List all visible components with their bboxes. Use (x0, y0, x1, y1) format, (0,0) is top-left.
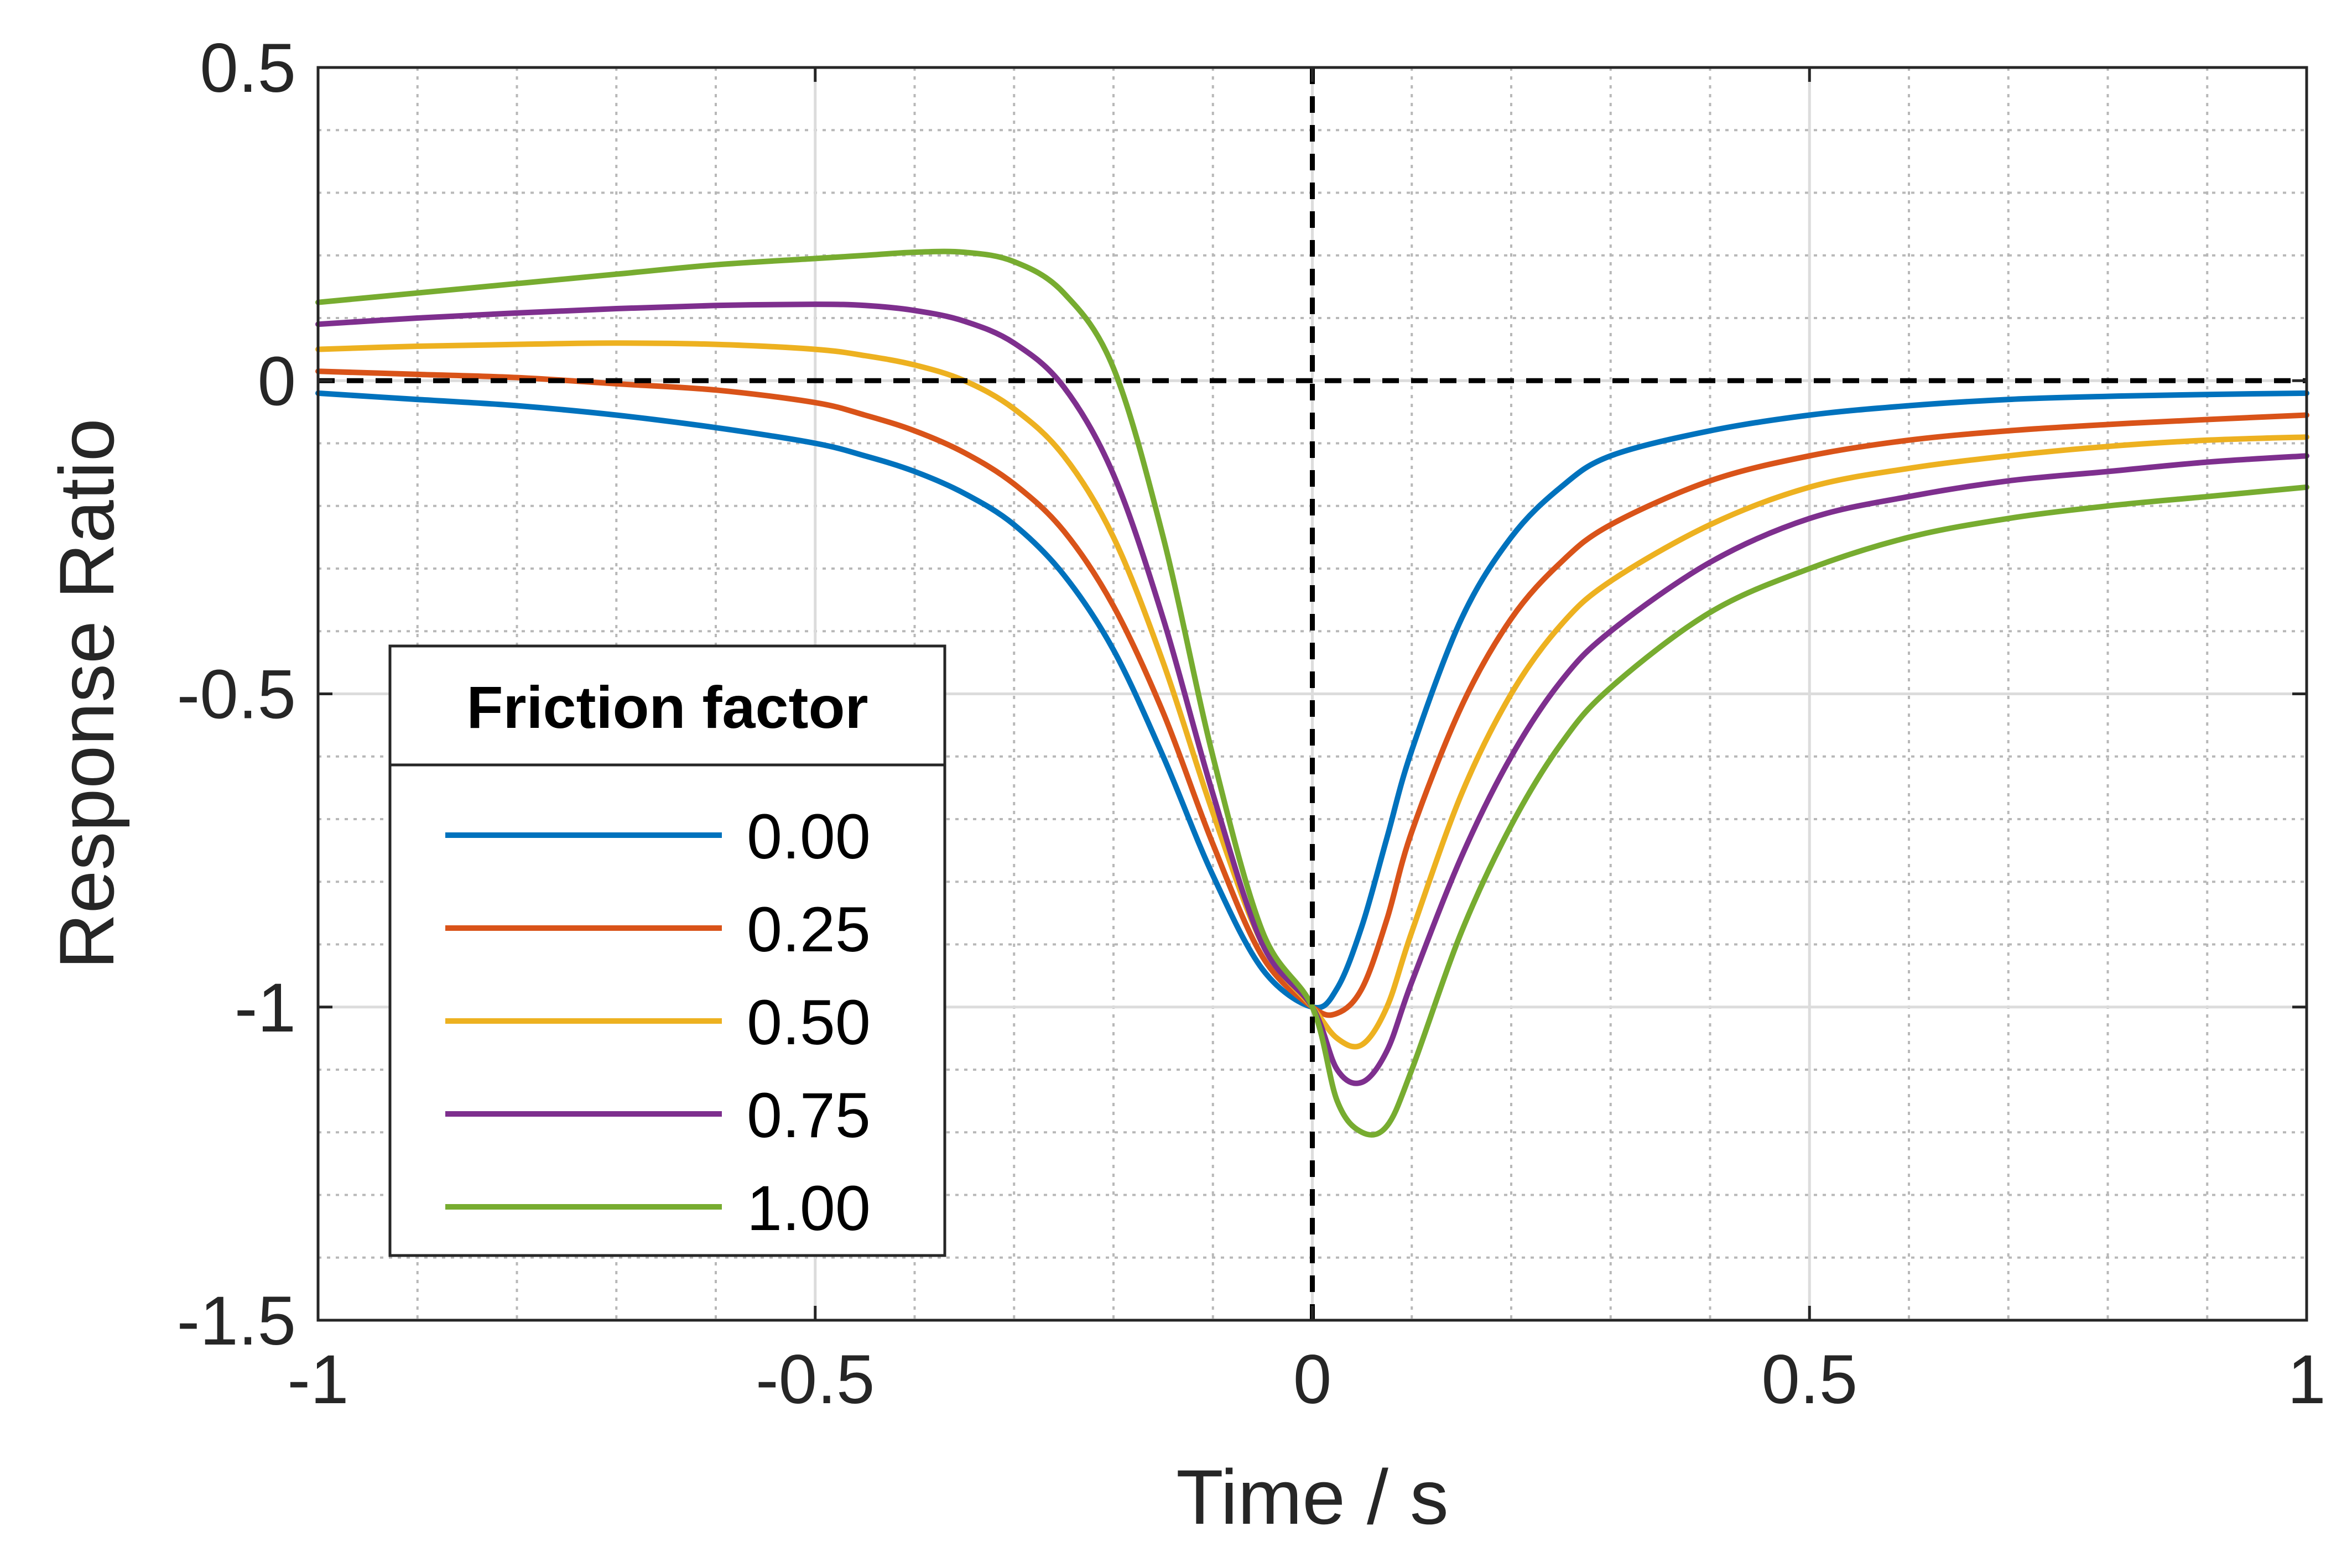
legend-label-3: 0.75 (747, 1080, 871, 1151)
x-tick-label: 0 (1293, 1341, 1332, 1418)
series-lines (315, 248, 2309, 1138)
y-tick-label: -0.5 (177, 657, 296, 733)
x-tick-label: 0.5 (1761, 1341, 1857, 1418)
series-line-4 (315, 248, 2309, 1138)
legend-label-0: 0.00 (747, 801, 871, 872)
legend-label-2: 0.50 (747, 987, 871, 1058)
legend: Friction factor 0.00 0.25 0.50 0.75 1.00 (388, 644, 946, 1257)
y-tick-label: 0.5 (200, 30, 296, 107)
y-tick-label: -1.5 (177, 1283, 296, 1359)
legend-title: Friction factor (466, 674, 868, 741)
reference-lines (318, 67, 2307, 1320)
y-tick-label: 0 (257, 343, 296, 420)
x-tick-labels: -1 -0.5 0 0.5 1 (287, 1341, 2325, 1418)
y-axis-label: Response Ratio (43, 418, 130, 969)
x-tick-label: -1 (287, 1341, 348, 1418)
y-tick-label: -1 (235, 970, 296, 1046)
legend-box (388, 644, 946, 1257)
series-line-0 (315, 390, 2309, 1010)
x-axis-label: Time / s (1176, 1454, 1449, 1540)
legend-label-1: 0.25 (747, 894, 871, 965)
axis-ticks (316, 66, 2308, 1322)
legend-entries: 0.00 0.25 0.50 0.75 1.00 (445, 801, 871, 1244)
y-tick-labels: -1.5 -1 -0.5 0 0.5 (177, 30, 296, 1359)
x-tick-label: -0.5 (756, 1341, 875, 1418)
legend-label-4: 1.00 (747, 1173, 871, 1244)
x-tick-label: 1 (2287, 1341, 2326, 1418)
